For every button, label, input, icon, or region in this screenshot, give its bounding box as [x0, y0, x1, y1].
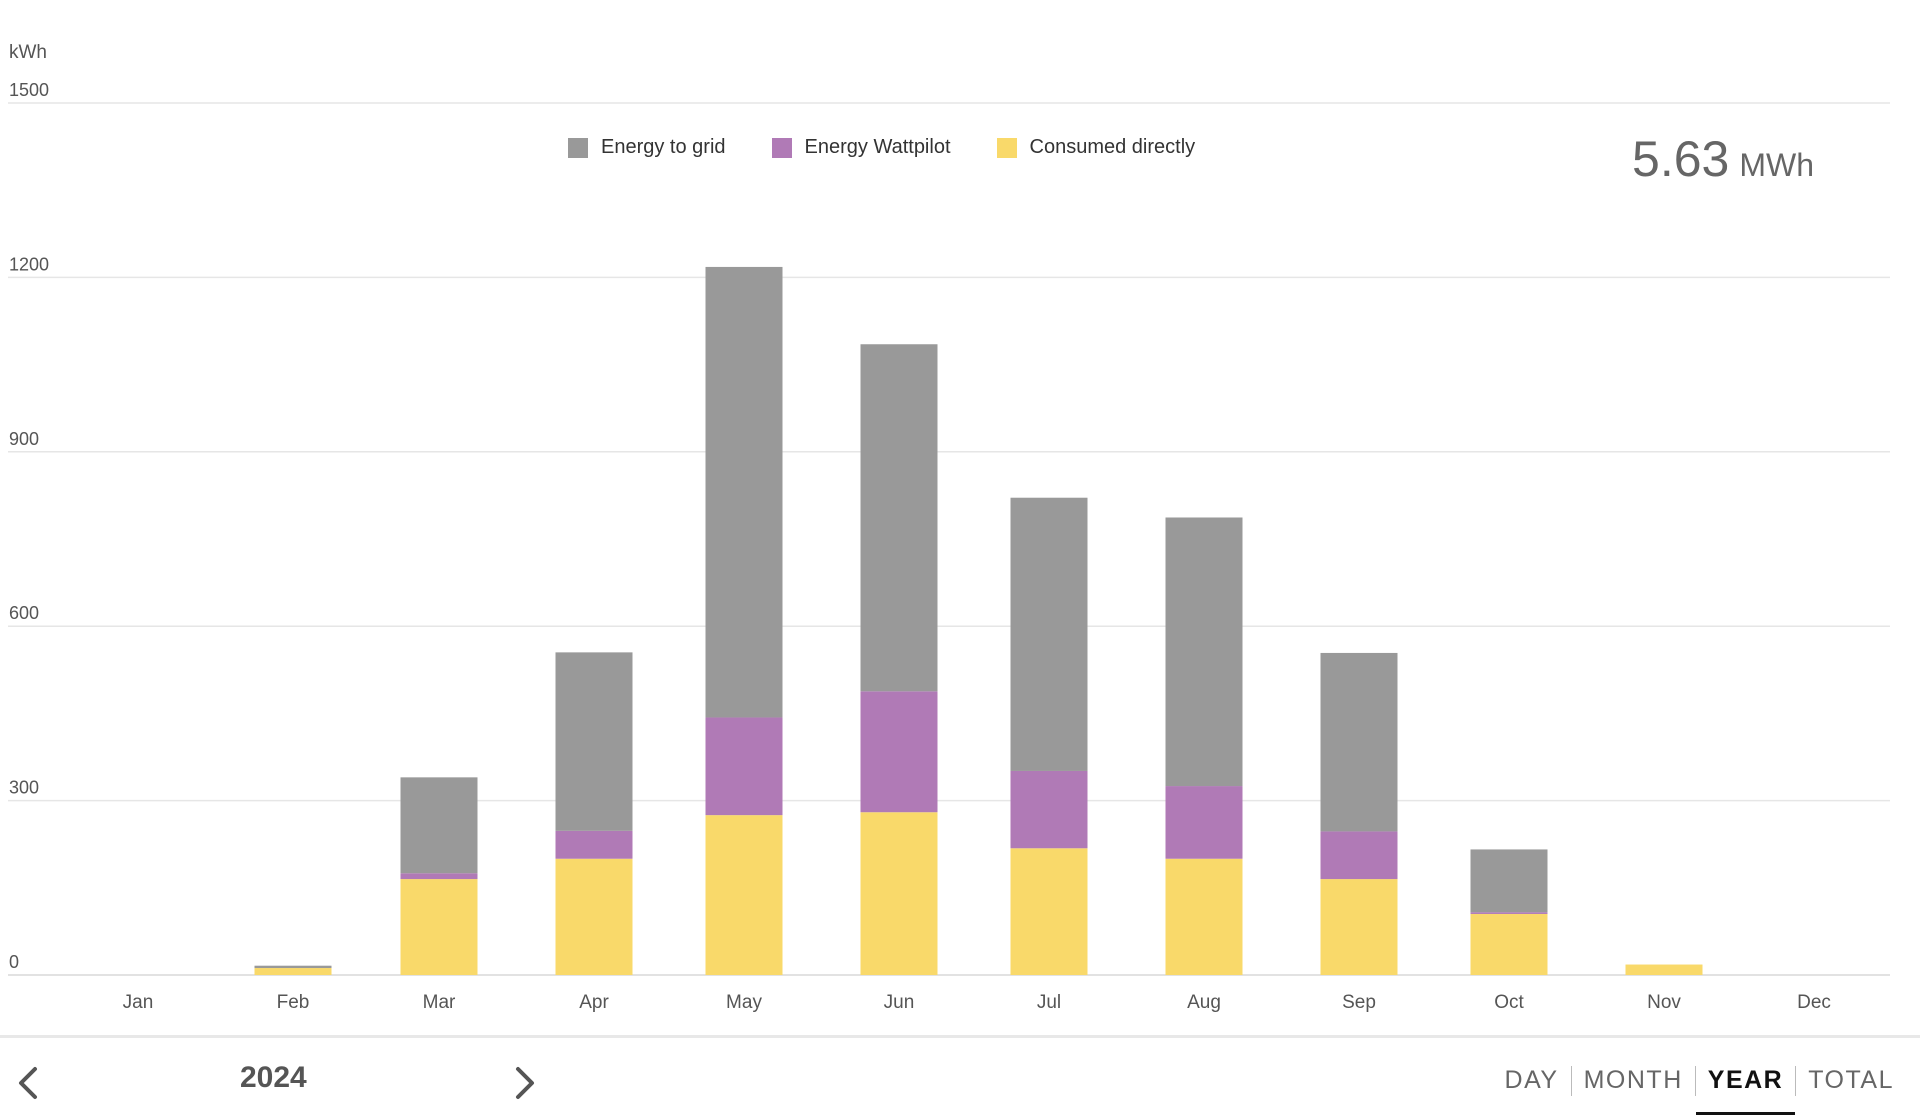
- tab-separator: [1694, 1065, 1696, 1096]
- bar-energy-wattpilot: [1470, 912, 1548, 914]
- tab-month[interactable]: MONTH: [1583, 1066, 1683, 1094]
- chevron-left-icon: [19, 1067, 37, 1099]
- x-tick-label: Nov: [1647, 992, 1681, 1013]
- bar-consumed-directly: [1625, 964, 1703, 975]
- total-energy-unit: MWh: [1739, 147, 1814, 183]
- chart-legend: Energy to grid Energy Wattpilot Consumed…: [568, 136, 1195, 159]
- y-axis-unit-label: kWh: [9, 42, 47, 63]
- x-tick-label: Oct: [1494, 992, 1524, 1013]
- y-tick-label: 900: [9, 429, 39, 449]
- period-tabs: DAY MONTH YEAR TOTAL: [1493, 1062, 1906, 1115]
- previous-year-button[interactable]: [8, 1060, 48, 1106]
- legend-swatch-consumed-directly: [996, 137, 1017, 158]
- x-tick-label: May: [726, 992, 762, 1013]
- legend-item-energy-wattpilot[interactable]: Energy Wattpilot: [771, 136, 951, 159]
- legend-swatch-energy-to-grid: [568, 137, 588, 158]
- tab-day[interactable]: DAY: [1504, 1066, 1559, 1094]
- total-energy-value: 5.63: [1632, 131, 1730, 187]
- next-year-button[interactable]: [505, 1060, 545, 1106]
- bar-energy-to-grid: [400, 777, 478, 874]
- y-tick-label: 1200: [9, 254, 49, 274]
- bar-consumed-directly: [1010, 848, 1088, 975]
- tab-separator: [1795, 1065, 1797, 1096]
- bar-consumed-directly: [705, 815, 783, 975]
- bar-energy-wattpilot: [705, 717, 783, 816]
- x-tick-label: Dec: [1797, 992, 1831, 1013]
- selected-year: 2024: [240, 1061, 307, 1094]
- legend-label-consumed-directly: Consumed directly: [1029, 136, 1196, 158]
- x-tick-label: Sep: [1342, 992, 1376, 1013]
- x-tick-label: Jun: [884, 992, 915, 1013]
- bar-consumed-directly: [860, 812, 938, 975]
- legend-item-consumed-directly[interactable]: Consumed directly: [996, 136, 1196, 159]
- y-tick-label: 1500: [9, 80, 49, 100]
- y-tick-label: 0: [9, 952, 19, 972]
- y-tick-label: 600: [9, 603, 39, 623]
- bar-consumed-directly: [555, 858, 633, 975]
- bar-energy-to-grid: [1470, 849, 1548, 913]
- x-tick-label: Feb: [277, 992, 310, 1013]
- bar-consumed-directly: [1165, 858, 1243, 975]
- legend-swatch-energy-wattpilot: [771, 137, 792, 158]
- bar-energy-wattpilot: [1010, 770, 1088, 849]
- footer-divider: [0, 1035, 1920, 1038]
- bar-energy-to-grid: [1320, 652, 1398, 832]
- x-tick-label: Mar: [423, 992, 456, 1013]
- bar-consumed-directly: [254, 968, 332, 975]
- bar-energy-to-grid: [1010, 497, 1088, 771]
- bar-energy-wattpilot: [860, 691, 938, 813]
- bar-energy-wattpilot: [400, 873, 478, 880]
- legend-item-energy-to-grid[interactable]: Energy to grid: [568, 136, 726, 159]
- bar-energy-wattpilot: [1320, 831, 1398, 880]
- x-tick-label: Jul: [1037, 992, 1061, 1013]
- bar-consumed-directly: [400, 879, 478, 975]
- bar-consumed-directly: [1320, 879, 1398, 975]
- total-energy: 5.63 MWh: [1632, 130, 1814, 188]
- bar-energy-wattpilot: [555, 830, 633, 859]
- tab-year[interactable]: YEAR: [1695, 1062, 1796, 1115]
- x-tick-label: Jan: [123, 992, 154, 1013]
- tab-separator: [1570, 1065, 1572, 1096]
- bar-energy-to-grid: [1165, 517, 1243, 787]
- bar-energy-to-grid: [555, 652, 633, 831]
- legend-label-energy-wattpilot: Energy Wattpilot: [804, 136, 951, 158]
- chevron-right-icon: [516, 1067, 534, 1099]
- legend-label-energy-to-grid: Energy to grid: [601, 136, 726, 158]
- x-tick-label: Apr: [579, 992, 609, 1013]
- bar-energy-to-grid: [860, 344, 938, 692]
- bar-energy-to-grid: [705, 266, 783, 718]
- bar-energy-to-grid: [254, 965, 332, 969]
- x-tick-label: Aug: [1187, 992, 1221, 1013]
- y-tick-label: 300: [9, 778, 39, 798]
- chart-plot: 0 300 600 900 1200 1500 Jan Feb Mar Apr May Jun Jul A…: [8, 80, 1890, 1013]
- bar-consumed-directly: [1470, 913, 1548, 975]
- bar-energy-wattpilot: [1165, 786, 1243, 859]
- tab-total[interactable]: TOTAL: [1808, 1066, 1894, 1094]
